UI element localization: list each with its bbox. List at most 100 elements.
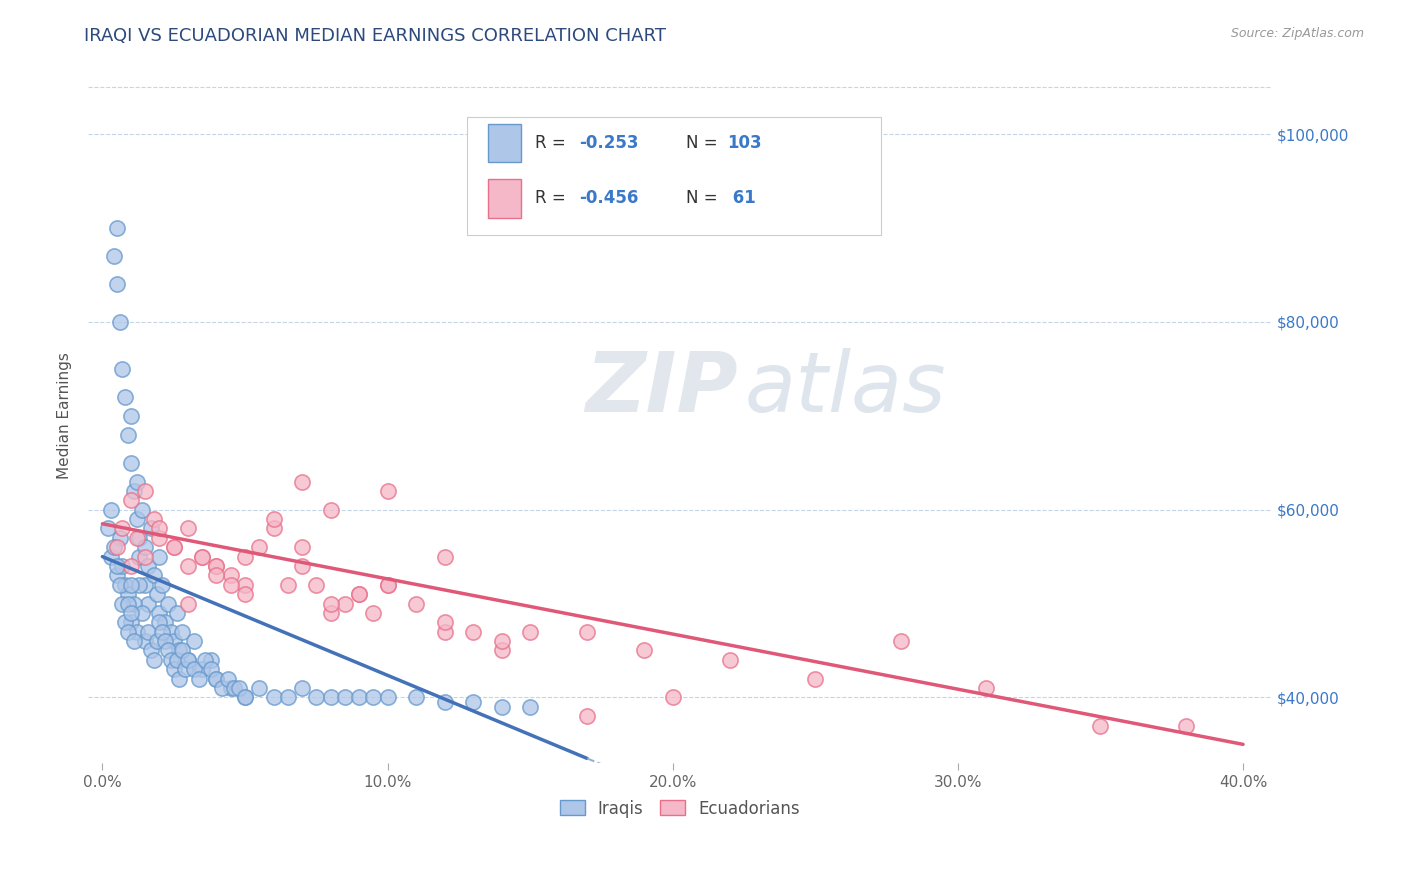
Point xyxy=(233,690,256,705)
Point xyxy=(166,606,188,620)
Point xyxy=(150,624,173,639)
Point xyxy=(233,690,256,705)
Point xyxy=(139,643,162,657)
Point xyxy=(200,662,222,676)
Point xyxy=(174,662,197,676)
Point xyxy=(247,540,270,554)
Point xyxy=(804,672,827,686)
Point xyxy=(433,615,456,630)
Text: R =: R = xyxy=(536,189,571,208)
Point xyxy=(433,624,456,639)
Point xyxy=(1175,718,1198,732)
Text: N =: N = xyxy=(686,189,723,208)
Point xyxy=(125,512,148,526)
Point xyxy=(105,221,128,235)
Point xyxy=(291,559,314,574)
Text: N =: N = xyxy=(686,134,723,152)
Point xyxy=(233,587,256,601)
Point xyxy=(160,653,183,667)
Point xyxy=(97,521,120,535)
Point xyxy=(142,653,165,667)
Text: -0.456: -0.456 xyxy=(579,189,638,208)
Point xyxy=(263,521,285,535)
Point xyxy=(125,531,148,545)
Point xyxy=(305,690,328,705)
Point xyxy=(219,578,242,592)
Point xyxy=(377,690,399,705)
Point xyxy=(263,512,285,526)
Point xyxy=(156,597,179,611)
FancyBboxPatch shape xyxy=(467,117,882,235)
Point xyxy=(145,587,167,601)
Point xyxy=(134,578,156,592)
Point xyxy=(191,549,214,564)
Point xyxy=(291,681,314,695)
Point xyxy=(205,559,228,574)
Point xyxy=(111,362,134,376)
Point xyxy=(148,521,170,535)
Point xyxy=(163,540,186,554)
Point xyxy=(108,578,131,592)
Point xyxy=(111,521,134,535)
Point xyxy=(111,597,134,611)
Point xyxy=(183,634,205,648)
Point xyxy=(633,643,655,657)
Point xyxy=(333,597,356,611)
Point xyxy=(205,568,228,582)
Point xyxy=(433,695,456,709)
Point xyxy=(100,549,122,564)
Point xyxy=(120,409,142,423)
Text: 103: 103 xyxy=(727,134,762,152)
Point xyxy=(576,624,599,639)
Point xyxy=(519,699,541,714)
Point xyxy=(163,540,186,554)
Point xyxy=(200,653,222,667)
Point xyxy=(1090,718,1112,732)
Point xyxy=(205,559,228,574)
Point xyxy=(111,559,134,574)
Point xyxy=(128,578,150,592)
Point xyxy=(128,531,150,545)
Point xyxy=(103,540,125,554)
Point xyxy=(134,634,156,648)
FancyBboxPatch shape xyxy=(488,179,522,218)
Point xyxy=(153,634,176,648)
Point xyxy=(305,578,328,592)
Point xyxy=(105,540,128,554)
Y-axis label: Median Earnings: Median Earnings xyxy=(58,352,72,479)
Point xyxy=(105,559,128,574)
Point xyxy=(142,568,165,582)
Point xyxy=(172,643,194,657)
Text: atlas: atlas xyxy=(745,348,946,428)
Legend: Iraqis, Ecuadorians: Iraqis, Ecuadorians xyxy=(553,793,807,824)
Point xyxy=(519,624,541,639)
Point xyxy=(163,662,186,676)
Point xyxy=(191,549,214,564)
Point xyxy=(463,695,485,709)
Point xyxy=(491,699,513,714)
Point xyxy=(120,559,142,574)
Point xyxy=(233,578,256,592)
Point xyxy=(718,653,741,667)
Point xyxy=(347,690,370,705)
Point xyxy=(277,690,299,705)
Text: -0.253: -0.253 xyxy=(579,134,638,152)
Point xyxy=(134,540,156,554)
Point xyxy=(114,578,136,592)
Point xyxy=(319,690,342,705)
Point xyxy=(114,615,136,630)
Point xyxy=(194,653,217,667)
Point xyxy=(291,540,314,554)
Text: 61: 61 xyxy=(727,189,756,208)
Point xyxy=(363,690,385,705)
Point xyxy=(491,634,513,648)
Point xyxy=(117,587,139,601)
Point xyxy=(120,578,142,592)
Point xyxy=(291,475,314,489)
Point xyxy=(247,681,270,695)
Point xyxy=(166,653,188,667)
Point xyxy=(177,559,200,574)
Point xyxy=(177,653,200,667)
Point xyxy=(108,531,131,545)
Point xyxy=(108,315,131,329)
